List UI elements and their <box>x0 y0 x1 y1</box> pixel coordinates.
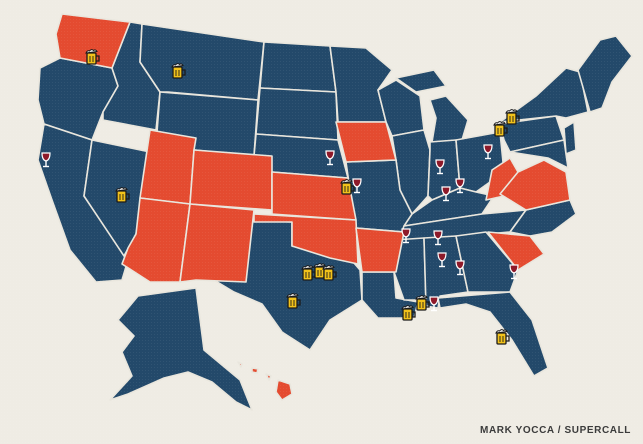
state-north-dakota <box>259 41 337 93</box>
state-arkansas <box>355 227 405 273</box>
state-new-england <box>577 35 633 113</box>
state-iowa <box>335 121 397 163</box>
state-colorado <box>189 149 273 211</box>
state-south-dakota <box>255 87 339 141</box>
beer-icon <box>495 328 510 345</box>
state-florida <box>437 291 549 377</box>
state-utah <box>139 129 197 205</box>
state-new-mexico <box>179 203 255 283</box>
image-credit: MARK YOCCA / SUPERCALL <box>480 425 631 436</box>
state-montana <box>139 23 265 101</box>
state-alaska <box>109 287 253 411</box>
state-kansas <box>271 171 357 221</box>
